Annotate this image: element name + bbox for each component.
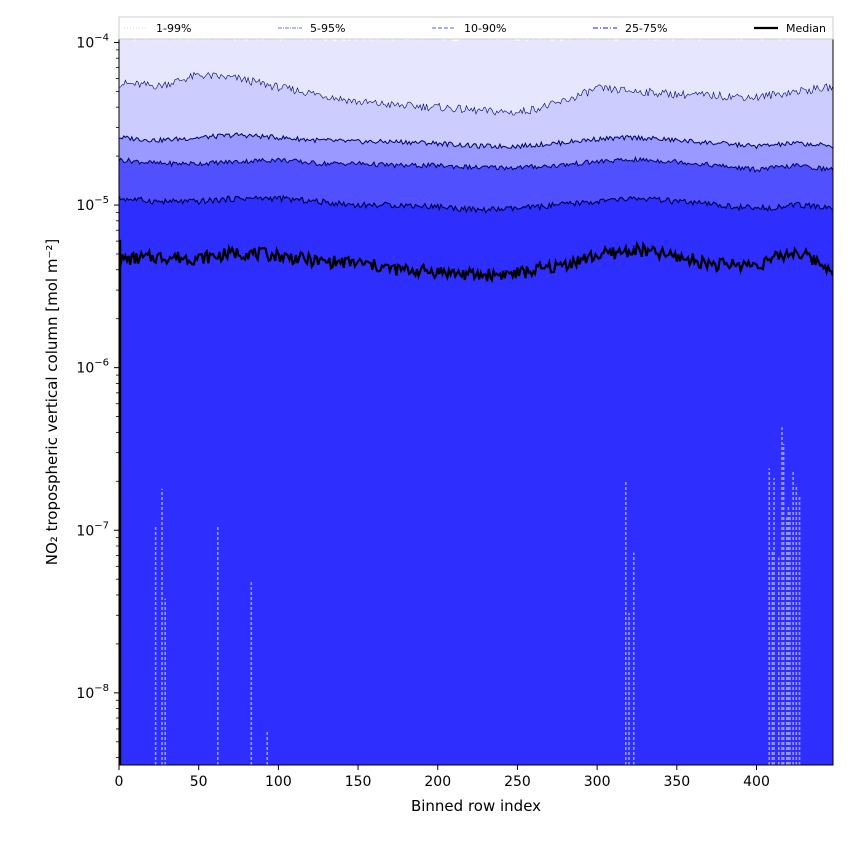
plot-area <box>119 39 833 765</box>
x-tick-label: 50 <box>190 774 208 790</box>
median-line <box>119 240 833 284</box>
plot-marks <box>119 39 833 765</box>
legend-label: 25-75% <box>625 22 667 35</box>
band-edge-5-95pct <box>119 71 833 116</box>
y-tick-label: 10−7 <box>76 520 109 539</box>
x-axis-label: Binned row index <box>411 797 541 815</box>
y-axis-label: NO₂ tropospheric vertical column [mol m⁻… <box>43 239 61 565</box>
y-tick-label: 10−4 <box>76 32 109 51</box>
x-tick-label: 400 <box>743 774 770 790</box>
legend-label: Median <box>786 22 826 35</box>
x-tick-label: 0 <box>115 774 124 790</box>
x-tick-label: 350 <box>663 774 690 790</box>
y-tick-label: 10−5 <box>76 195 109 214</box>
y-tick-label: 10−6 <box>76 358 109 377</box>
x-tick-label: 150 <box>345 774 372 790</box>
band-inner-edge <box>119 194 833 214</box>
legend-box <box>118 16 834 40</box>
y-tick-label: 10−8 <box>76 683 109 702</box>
legend-label: 1-99% <box>156 22 191 35</box>
legend-label: 10-90% <box>464 22 506 35</box>
legend-label: 5-95% <box>310 22 345 35</box>
x-tick-label: 300 <box>584 774 611 790</box>
x-tick-label: 100 <box>265 774 292 790</box>
x-tick-label: 250 <box>504 774 531 790</box>
band-edge-25-75pct <box>119 155 833 174</box>
x-tick-label: 200 <box>424 774 451 790</box>
band-edge-10-90pct <box>119 132 833 150</box>
legend: 1-99% 5-95% 10-90% 25-75% Median <box>118 16 834 40</box>
band-inner <box>119 195 833 765</box>
